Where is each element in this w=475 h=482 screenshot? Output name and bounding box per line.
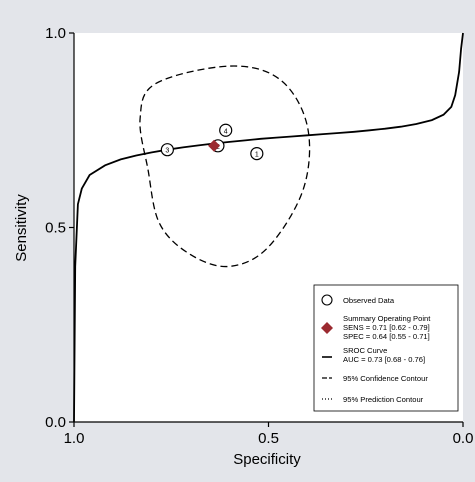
legend-entry-text: 95% Prediction Contour xyxy=(343,395,424,404)
legend-marker-diamond xyxy=(321,322,333,334)
sroc-curve xyxy=(73,32,464,423)
legend-entry-text: AUC = 0.73 [0.68 - 0.76] xyxy=(343,355,425,364)
y-tick-label: 1.0 xyxy=(45,25,66,42)
observed-data-point xyxy=(250,146,264,161)
observed-data-point-label: 3 xyxy=(165,148,169,155)
legend-marker-circle xyxy=(321,294,333,306)
y-tick-label: 0.0 xyxy=(45,414,66,431)
legend-entry-text: SENS = 0.71 [0.62 - 0.79] xyxy=(343,323,430,332)
x-tick-label: 0.5 xyxy=(258,430,279,447)
x-tick-label: 1.0 xyxy=(64,430,85,447)
legend-entry-text: SROC Curve xyxy=(343,346,387,355)
legend-entry-text: Observed Data xyxy=(343,296,395,305)
legend: Observed Data Summary Operating PointSENS… xyxy=(313,284,459,412)
summary-operating-point xyxy=(208,139,221,152)
confidence-contour xyxy=(139,65,311,268)
x-axis-label: Specificity xyxy=(233,451,301,468)
legend-box xyxy=(313,284,459,412)
legend-entry-text: 95% Confidence Contour xyxy=(343,374,428,383)
y-tick-label: 0.5 xyxy=(45,220,66,237)
axes: 0.0 0.5 1.0 1.0 0.5 0.0 xyxy=(45,25,473,447)
observed-data-point-label: 1 xyxy=(255,152,259,159)
observed-data-point xyxy=(160,143,174,157)
legend-entry-text: SPEC = 0.64 [0.55 - 0.71] xyxy=(343,332,430,341)
x-tick-label: 0.0 xyxy=(453,430,474,447)
observed-data-point xyxy=(219,123,233,137)
y-axis-label: Sensitivity xyxy=(13,194,30,262)
legend-entry-text: Summary Operating Point xyxy=(343,314,431,323)
observed-data-point-label: 4 xyxy=(224,128,228,135)
